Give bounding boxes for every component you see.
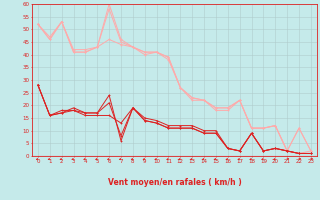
- X-axis label: Vent moyen/en rafales ( km/h ): Vent moyen/en rafales ( km/h ): [108, 178, 241, 187]
